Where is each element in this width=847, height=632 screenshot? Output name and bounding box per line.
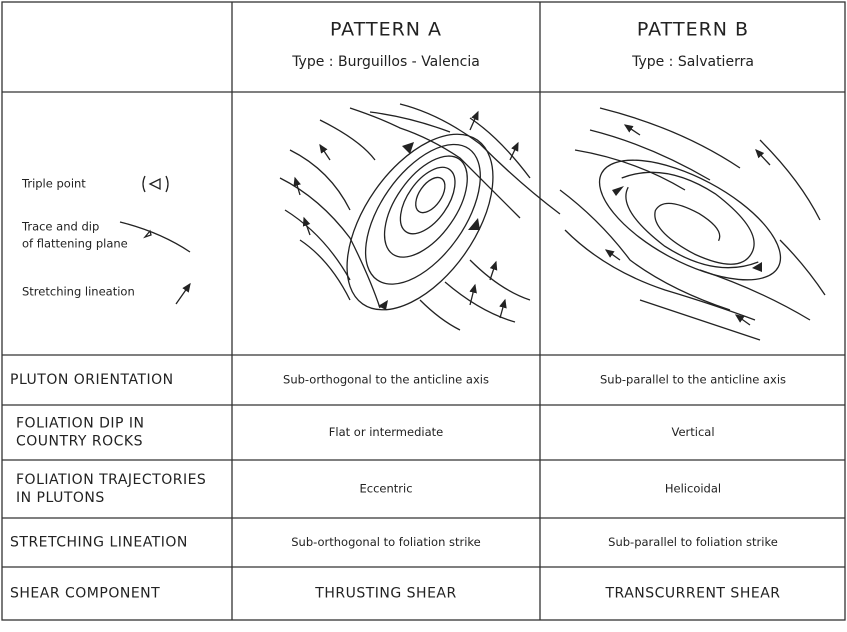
pattern-title: PATTERN A: [330, 19, 442, 41]
pattern-b-cell: TRANSCURRENT SHEAR: [604, 586, 780, 602]
pattern-type: Type : Burguillos - Valencia: [291, 54, 480, 70]
pattern-a-cell: Sub-orthogonal to foliation strike: [291, 535, 481, 549]
row-label: COUNTRY ROCKS: [16, 434, 143, 450]
pattern-b-drawing: [559, 107, 826, 341]
pattern-b-cell: Sub-parallel to foliation strike: [608, 535, 778, 549]
legend-label: Trace and dip: [21, 220, 99, 234]
pattern-type: Type : Salvatierra: [631, 54, 754, 70]
legend-label: Triple point: [21, 177, 86, 191]
row-label: FOLIATION DIP IN: [16, 416, 145, 432]
row-label: SHEAR COMPONENT: [10, 586, 160, 602]
flattening-symbol: [119, 221, 191, 253]
legend-label: Stretching lineation: [22, 285, 135, 299]
pattern-a-cell: Flat or intermediate: [329, 425, 443, 439]
row-label: IN PLUTONS: [16, 490, 105, 506]
legend: Triple point Trace and dip of flattening…: [21, 175, 191, 305]
table-grid: [1, 1, 846, 621]
pattern-a-cell: Eccentric: [359, 482, 412, 496]
row-label: STRETCHING LINEATION: [10, 535, 188, 551]
triple-point-symbol: [142, 175, 169, 193]
row-label: PLUTON ORIENTATION: [10, 372, 174, 388]
pattern-b-cell: Sub-parallel to the anticline axis: [600, 373, 786, 387]
row-label: FOLIATION TRAJECTORIES: [16, 472, 206, 488]
pattern-a-cell: Sub-orthogonal to the anticline axis: [283, 373, 489, 387]
pattern-b-cell: Vertical: [671, 425, 714, 439]
pattern-a-cell: THRUSTING SHEAR: [314, 586, 456, 602]
pattern-a-drawing: [279, 103, 561, 331]
pattern-title: PATTERN B: [637, 19, 749, 41]
lineation-symbol: [175, 282, 191, 305]
pattern-b-cell: Helicoidal: [665, 482, 721, 496]
legend-label: of flattening plane: [22, 237, 128, 251]
